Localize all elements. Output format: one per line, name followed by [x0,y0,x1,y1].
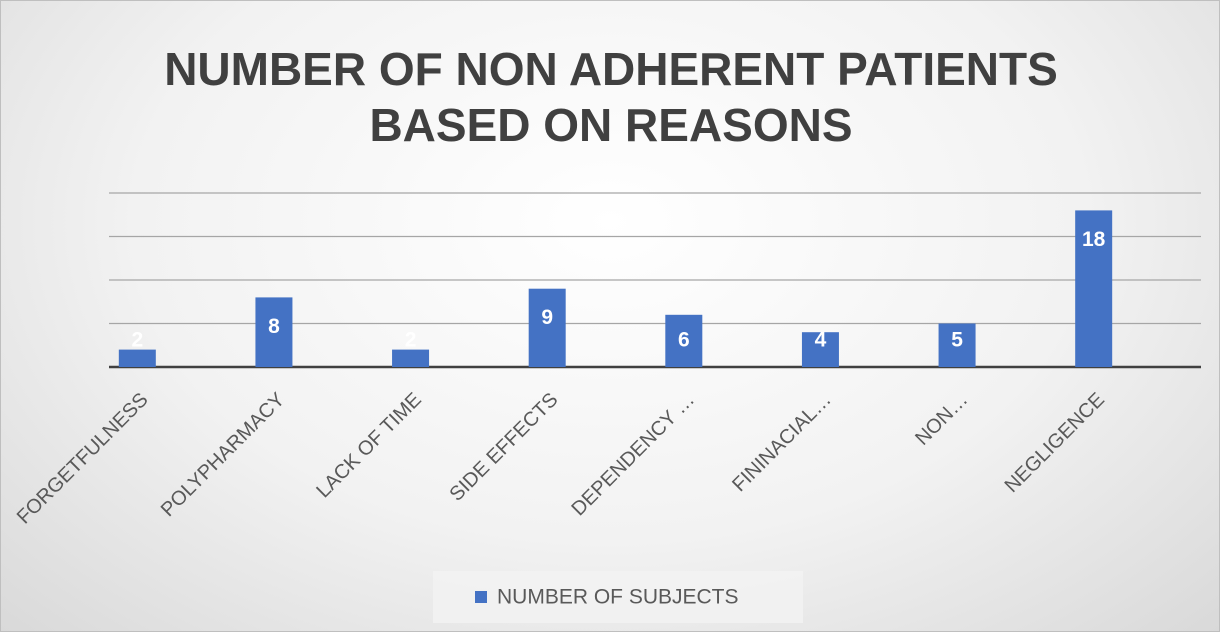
x-tick-label: FORGETFULNESS [13,389,153,529]
chart-title: NUMBER OF NON ADHERENT PATIENTS BASED ON… [164,43,1058,151]
data-label: 9 [541,306,553,329]
bar [938,323,976,367]
x-tick-label: NEGLIGENCE [1001,389,1109,497]
legend-swatch [475,591,487,603]
legend-box [433,571,803,623]
bar [1075,210,1113,367]
bar [118,349,156,367]
x-tick-label: NON… [911,389,972,450]
bar [801,332,839,367]
data-label: 2 [405,329,417,352]
x-tick-label: LACK OF TIME [312,389,426,503]
data-label: 8 [268,315,280,338]
x-tick-label: DEPENDENCY … [567,389,699,521]
data-label: 5 [951,329,963,352]
x-tick-label: POLYPHARMACY [157,389,289,521]
x-tick-label: SIDE EFFECTS [446,389,563,506]
bar [392,349,430,367]
legend-label: NUMBER OF SUBJECTS [497,586,739,609]
bar [665,314,703,367]
data-label: 6 [678,329,690,352]
data-label: 4 [815,329,827,352]
bar [528,288,566,367]
x-tick-label: FININACIAL… [728,389,836,497]
bar [255,297,293,367]
data-label: 18 [1082,228,1106,251]
data-label: 2 [131,329,143,352]
